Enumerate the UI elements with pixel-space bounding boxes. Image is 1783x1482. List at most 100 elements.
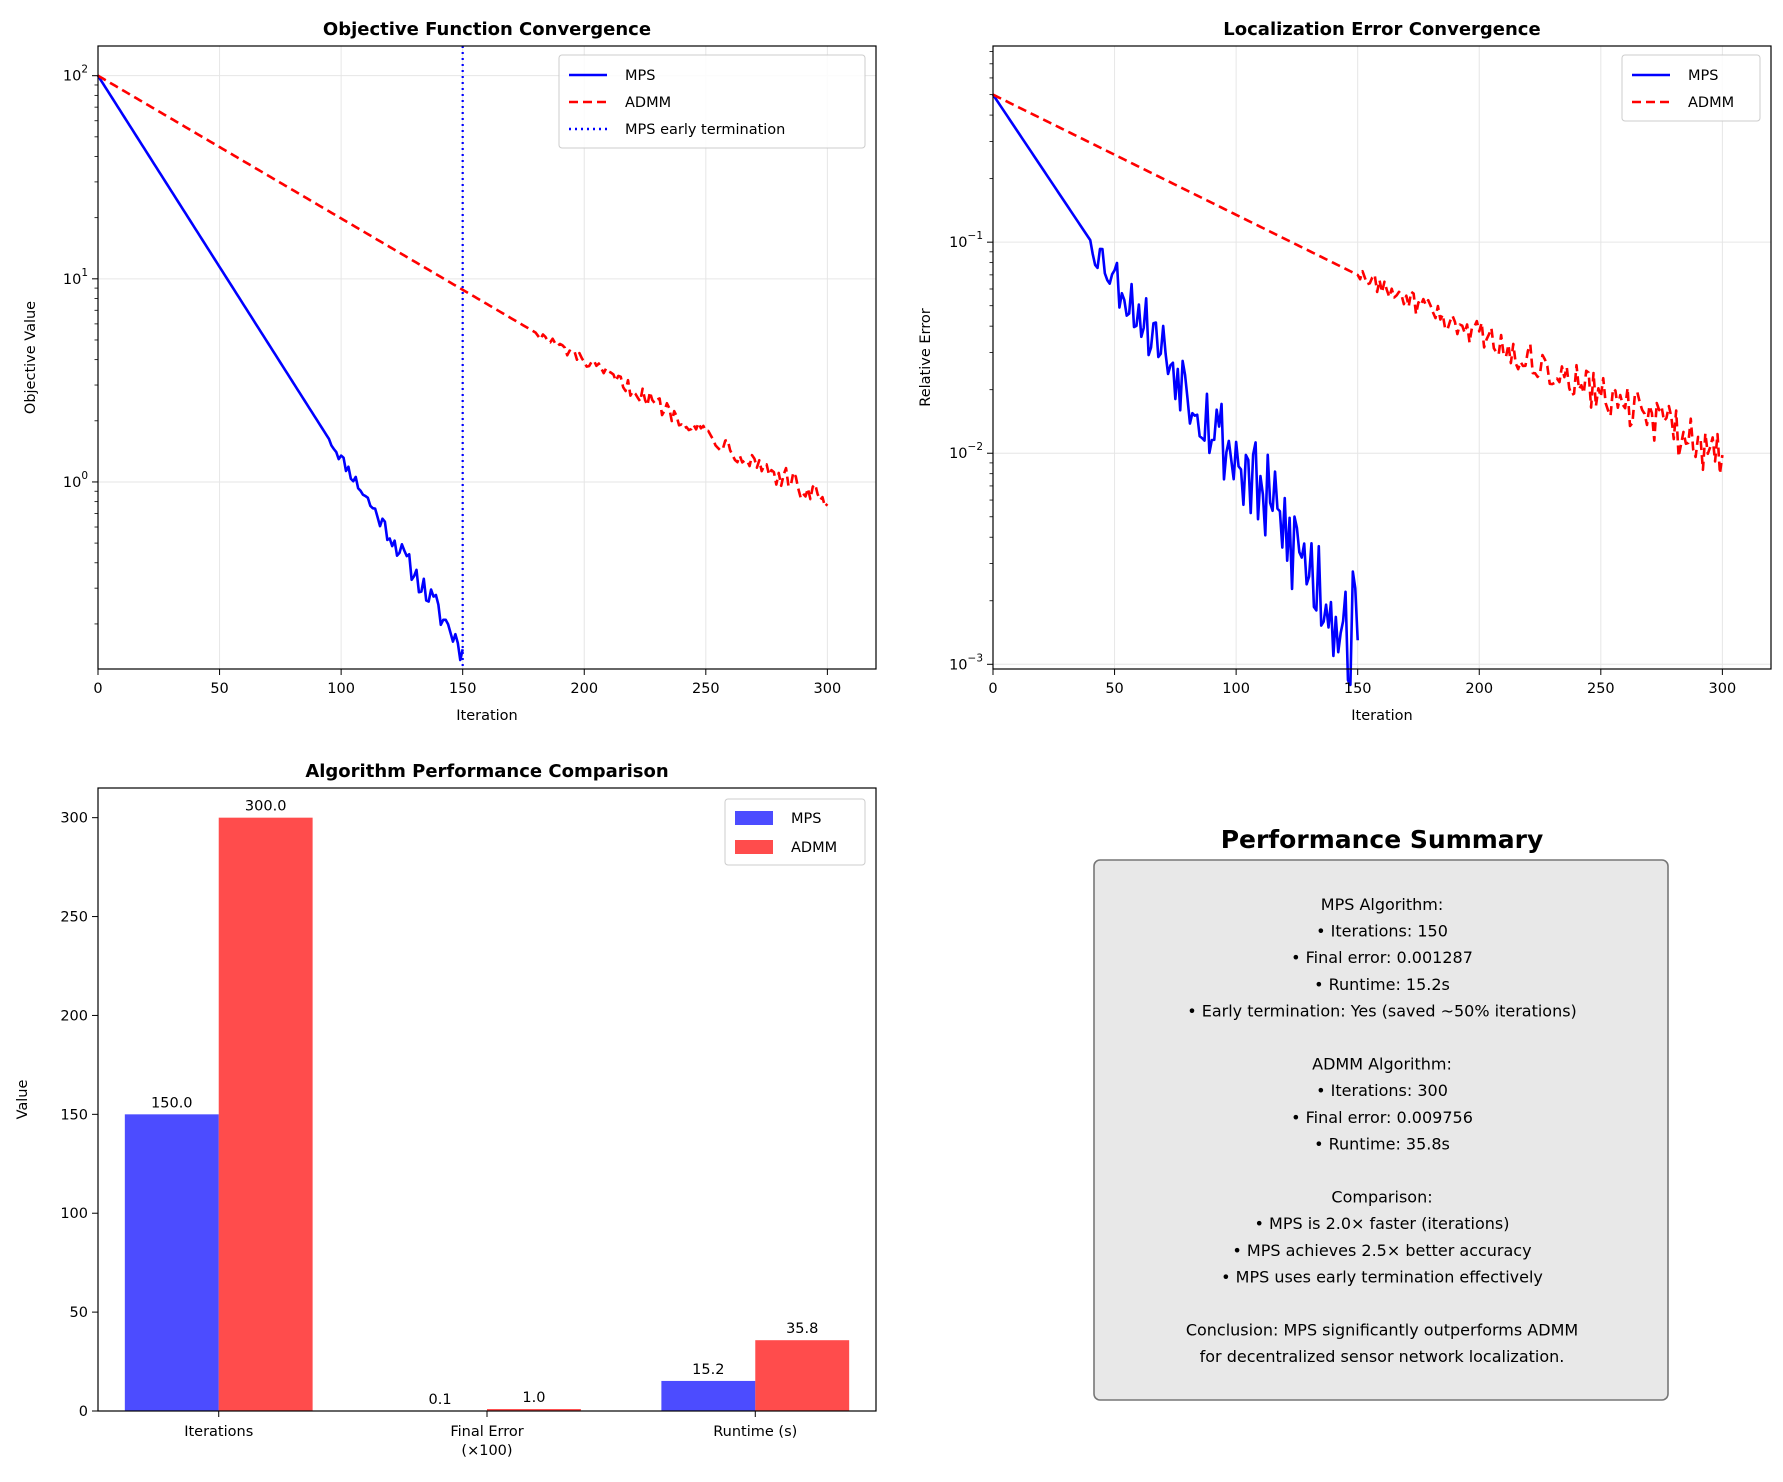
x-category-label: Final Error [450, 1424, 523, 1440]
x-tick-label: 300 [1709, 681, 1737, 697]
y-tick-exponent: −1 [968, 230, 983, 242]
summary-box [1093, 859, 1669, 1401]
bar-value-label: 15.2 [692, 1362, 724, 1378]
y-tick-exponent: 1 [81, 267, 88, 279]
y-tick-exponent: 0 [81, 470, 88, 482]
x-tick-label: 100 [1222, 681, 1250, 697]
y-axis-label: Objective Value [23, 301, 39, 414]
summary-line: for decentralized sensor network localiz… [1200, 1347, 1565, 1366]
y-tick-base: 10 [63, 475, 81, 491]
series-line-mps [991, 93, 1359, 687]
performance-summary-panel: Performance Summary MPS Algorithm: • Itera… [1093, 825, 1669, 1401]
chart-title: Algorithm Performance Comparison [305, 761, 668, 782]
legend-box [1621, 54, 1761, 122]
x-tick-label: 250 [1587, 681, 1615, 697]
x-axis-label: Iteration [456, 708, 518, 724]
bar-mps [124, 1114, 219, 1411]
summary-line: • MPS is 2.0× faster (iterations) [1255, 1214, 1510, 1233]
y-tick-base: 10 [63, 272, 81, 288]
legend-label: MPS early termination [625, 122, 785, 138]
y-tick-base: 10 [949, 657, 967, 673]
y-tick-label: 0 [79, 1404, 88, 1420]
y-axis-label: Value [15, 1080, 31, 1120]
series-line-admm [992, 93, 1724, 475]
summary-line: • MPS uses early termination effectively [1221, 1267, 1543, 1286]
summary-title: Performance Summary [1221, 825, 1544, 854]
x-tick-label: 300 [814, 681, 842, 697]
y-tick-label: 100 [63, 470, 88, 491]
series-line-mps [96, 74, 464, 662]
legend-box [558, 54, 866, 149]
summary-line: ADMM Algorithm: [1312, 1055, 1452, 1074]
series-line-admm [97, 74, 829, 508]
axes-frame [992, 45, 1772, 670]
x-tick-label: 150 [1344, 681, 1372, 697]
y-tick-exponent: 2 [81, 64, 88, 76]
y-tick-label: 100 [60, 1206, 88, 1222]
y-tick-label: 101 [63, 267, 88, 288]
y-tick-label: 10−3 [949, 652, 983, 673]
y-tick-label: 200 [60, 1008, 88, 1024]
legend-swatch [735, 840, 773, 854]
legend-label: ADMM [625, 95, 671, 111]
summary-line: • Final error: 0.009756 [1291, 1108, 1473, 1127]
bar-value-label: 300.0 [245, 799, 287, 815]
bar-admm [487, 1409, 581, 1411]
x-tick-label: 200 [570, 681, 598, 697]
bar-value-label: 1.0 [522, 1390, 545, 1406]
x-tick-label: 0 [93, 681, 102, 697]
x-tick-label: 50 [210, 681, 228, 697]
summary-line: Conclusion: MPS significantly outperform… [1186, 1321, 1578, 1340]
y-tick-base: 10 [949, 235, 967, 251]
summary-line: • Runtime: 35.8s [1314, 1134, 1450, 1153]
y-tick-label: 10−1 [949, 230, 983, 251]
y-tick-label: 102 [63, 64, 88, 85]
legend-label: MPS [625, 68, 655, 84]
legend-swatch [735, 811, 773, 825]
legend-label: ADMM [1688, 95, 1734, 111]
y-tick-exponent: −3 [968, 652, 983, 664]
summary-line: • Runtime: 15.2s [1314, 975, 1450, 994]
y-tick-label: 250 [60, 910, 88, 926]
x-category-label: Iterations [184, 1424, 253, 1440]
x-category-label: (×100) [461, 1443, 512, 1459]
x-axis-label: Iteration [1351, 708, 1413, 724]
x-tick-label: 0 [988, 681, 997, 697]
summary-line: Comparison: [1331, 1188, 1432, 1207]
summary-line: • MPS achieves 2.5× better accuracy [1232, 1241, 1531, 1260]
x-category-label: Runtime (s) [713, 1424, 797, 1440]
y-tick-base: 10 [63, 69, 81, 85]
y-tick-exponent: −2 [968, 441, 983, 453]
x-tick-label: 200 [1465, 681, 1493, 697]
chart-title: Objective Function Convergence [323, 19, 651, 40]
y-tick-label: 50 [70, 1305, 88, 1321]
summary-line: MPS Algorithm: [1321, 895, 1443, 914]
bar-admm [755, 1340, 850, 1411]
chart-title: Localization Error Convergence [1223, 19, 1540, 40]
legend-label: MPS [1688, 68, 1718, 84]
legend-label: ADMM [791, 840, 837, 856]
y-tick-label: 150 [60, 1107, 88, 1123]
bar-value-label: 35.8 [786, 1321, 818, 1337]
y-tick-label: 10−2 [949, 441, 983, 462]
x-tick-label: 150 [449, 681, 477, 697]
y-tick-label: 300 [60, 811, 88, 827]
bar-value-label: 150.0 [151, 1095, 193, 1111]
summary-line: • Early termination: Yes (saved ~50% ite… [1187, 1001, 1577, 1020]
x-tick-label: 50 [1105, 681, 1123, 697]
bar-value-label: 0.1 [429, 1392, 452, 1408]
y-tick-base: 10 [949, 446, 967, 462]
x-tick-label: 250 [692, 681, 720, 697]
bar-admm [218, 817, 313, 1411]
bar-mps [661, 1380, 756, 1411]
summary-line: • Final error: 0.001287 [1291, 948, 1473, 967]
y-axis-label: Relative Error [918, 308, 934, 406]
x-tick-label: 100 [327, 681, 355, 697]
summary-line: • Iterations: 150 [1316, 922, 1448, 941]
summary-line: • Iterations: 300 [1316, 1081, 1448, 1100]
error-convergence-panel: 0 50 100 150 200 250 30010−310−210−1Localizati… [918, 19, 1772, 724]
axes-frame [97, 45, 877, 670]
performance-bar-panel: 150.0 0.1 15.2 300.0 1.0 35.8 0 50 100 150 200 250 3… [15, 761, 877, 1459]
